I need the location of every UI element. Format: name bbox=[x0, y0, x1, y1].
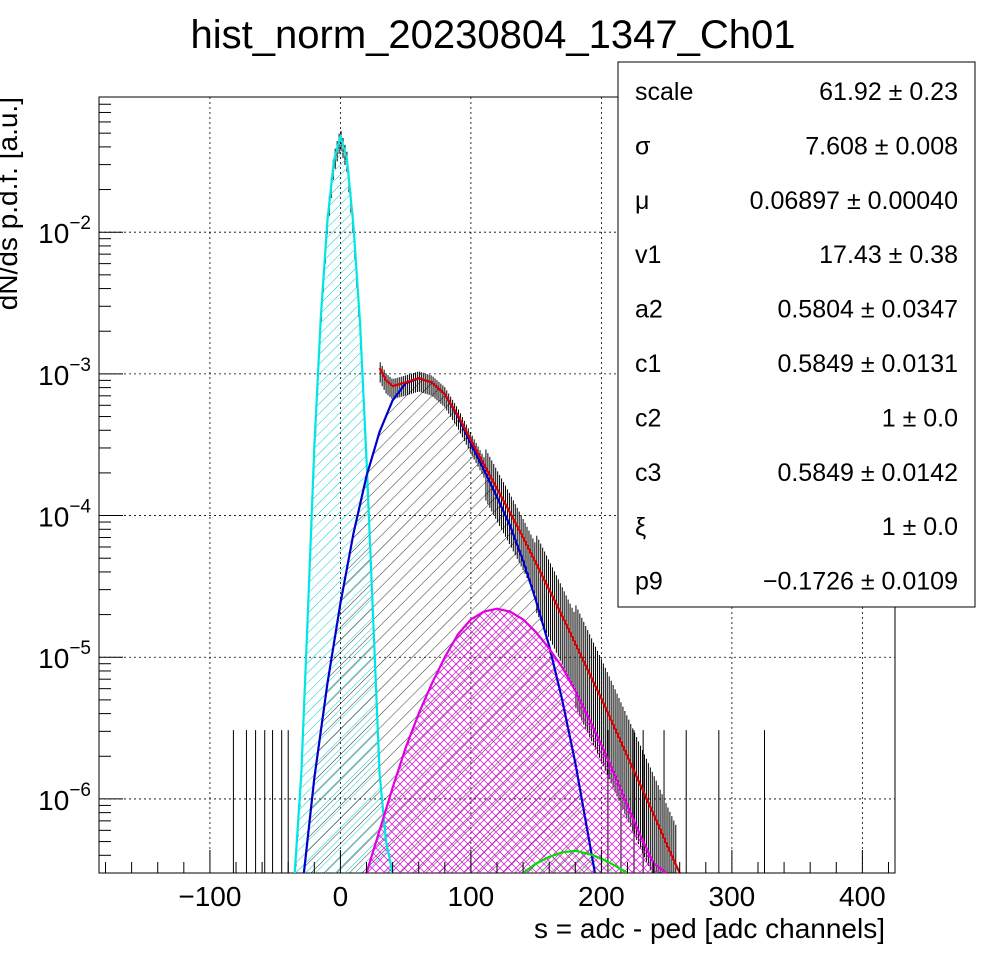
stats-box-frame bbox=[617, 61, 976, 608]
stats-box: scale 61.92 ± 0.23 σ 7.608 ± 0.008 μ 0.06897 … bbox=[617, 61, 976, 608]
x-tick-label: −100 bbox=[178, 881, 241, 912]
triple-pe-curve bbox=[522, 849, 629, 873]
y-axis-label: dN/ds p.d.f. [a.u.] bbox=[0, 97, 23, 310]
axis-ticks bbox=[99, 96, 889, 874]
double-pe-fill bbox=[366, 608, 667, 873]
double-pe-curve bbox=[365, 607, 668, 873]
stats-param-value: 0.5849 ± 0.0142 bbox=[777, 459, 958, 487]
stats-param-value: 17.43 ± 0.38 bbox=[819, 241, 958, 269]
y-tick-mantissa: 10 bbox=[38, 785, 69, 816]
stats-param-value: 1 ± 0.0 bbox=[882, 513, 958, 541]
y-tick-mantissa: 10 bbox=[38, 218, 69, 249]
y-tick-exponent: −5 bbox=[69, 638, 91, 659]
stats-param-name: c1 bbox=[635, 350, 661, 378]
x-tick-label: 100 bbox=[448, 881, 495, 912]
x-tick-label: 200 bbox=[578, 881, 625, 912]
y-tick-exponent: −4 bbox=[69, 497, 91, 518]
stats-param-name: v1 bbox=[635, 241, 661, 269]
stats-param-name: p9 bbox=[635, 568, 663, 596]
y-tick-mantissa: 10 bbox=[38, 360, 69, 391]
stats-param-name: c2 bbox=[635, 404, 661, 432]
fit-curves bbox=[293, 134, 681, 873]
stats-param-value: 0.06897 ± 0.00040 bbox=[750, 187, 958, 215]
y-tick-exponent: −2 bbox=[69, 213, 91, 234]
stats-param-value: 1 ± 0.0 bbox=[882, 404, 958, 432]
stats-param-name: a2 bbox=[635, 296, 663, 324]
stats-param-value: 7.608 ± 0.008 bbox=[805, 132, 958, 160]
stats-param-name: ξ bbox=[635, 513, 646, 541]
stats-param-value: 61.92 ± 0.23 bbox=[819, 78, 958, 106]
stats-param-name: c3 bbox=[635, 459, 661, 487]
y-tick-mantissa: 10 bbox=[38, 502, 69, 533]
y-tick-label: 10−4 bbox=[38, 497, 91, 533]
x-axis-label: s = adc - ped [adc channels] bbox=[534, 913, 885, 944]
stats-param-value: −0.1726 ± 0.0109 bbox=[763, 568, 958, 596]
y-tick-exponent: −3 bbox=[69, 355, 91, 376]
total-fit-curve bbox=[378, 367, 681, 873]
x-tick-label: 300 bbox=[709, 881, 756, 912]
pedestal-curve bbox=[293, 134, 394, 873]
stats-param-name: σ bbox=[635, 132, 651, 160]
y-tick-label: 10−2 bbox=[38, 213, 91, 249]
stats-param-value: 0.5804 ± 0.0347 bbox=[777, 296, 958, 324]
stats-param-name: μ bbox=[635, 187, 649, 215]
stats-param-value: 0.5849 ± 0.0131 bbox=[777, 350, 958, 378]
chart-title: hist_norm_20230804_1347_Ch01 bbox=[191, 13, 796, 57]
y-tick-mantissa: 10 bbox=[38, 643, 69, 674]
x-tick-label: 400 bbox=[839, 881, 886, 912]
stats-param-name: scale bbox=[635, 78, 693, 106]
y-tick-label: 10−6 bbox=[38, 780, 91, 816]
y-tick-exponent: −6 bbox=[69, 780, 91, 801]
y-tick-label: 10−5 bbox=[38, 638, 91, 674]
x-tick-label: 0 bbox=[333, 881, 349, 912]
y-tick-label: 10−3 bbox=[38, 355, 91, 391]
